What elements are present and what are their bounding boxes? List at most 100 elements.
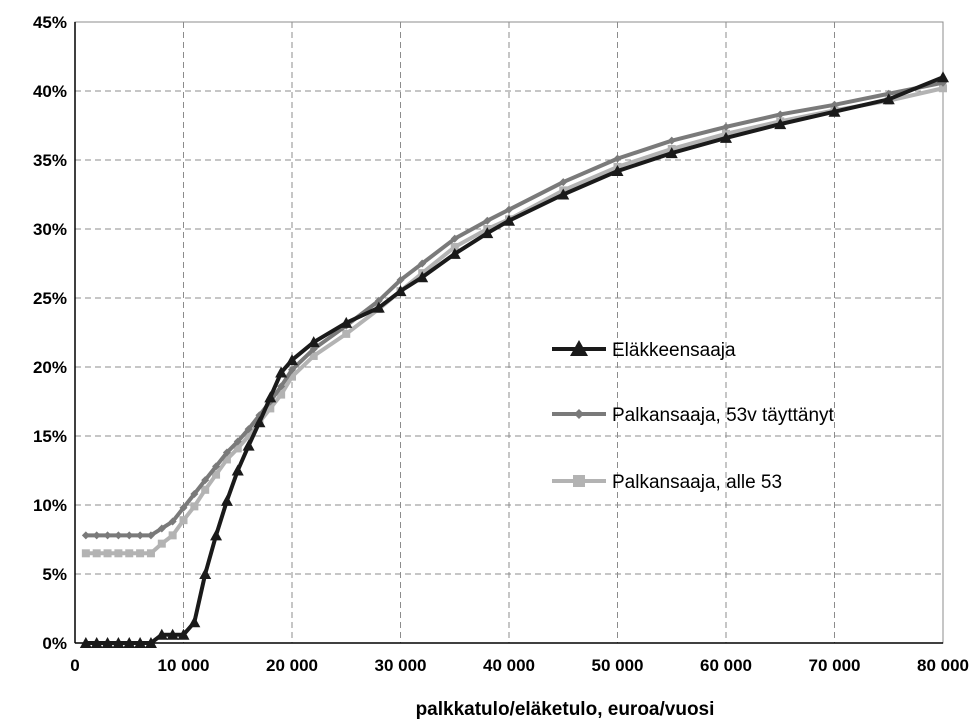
data-point-triangle	[112, 637, 125, 648]
data-point-triangle	[231, 464, 244, 476]
y-tick-label: 30%	[33, 220, 67, 239]
data-point-diamond	[613, 154, 622, 163]
data-point-diamond	[212, 462, 221, 471]
data-point-square	[146, 549, 155, 558]
data-point-triangle	[372, 301, 385, 313]
y-tick-label: 5%	[42, 565, 67, 584]
x-tick-label: 20 000	[266, 656, 318, 675]
x-tick-label: 30 000	[375, 656, 427, 675]
y-tick-label: 20%	[33, 358, 67, 377]
data-point-square	[136, 549, 145, 558]
data-point-triangle	[828, 105, 841, 117]
grid-lines	[75, 22, 943, 643]
data-point-triangle	[720, 131, 732, 143]
data-point-diamond	[667, 136, 676, 145]
data-point-triangle	[611, 165, 624, 177]
x-tick-label: 70 000	[809, 656, 861, 675]
data-point-diamond	[396, 276, 405, 285]
data-point-square	[222, 455, 231, 464]
y-tick-label: 35%	[33, 151, 67, 170]
data-point-diamond	[222, 448, 231, 457]
data-point-triangle	[481, 227, 494, 239]
data-point-triangle	[134, 637, 147, 648]
data-point-square	[266, 404, 275, 413]
data-point-triangle	[90, 637, 103, 648]
data-point-diamond	[288, 365, 296, 374]
data-point-triangle	[253, 416, 266, 428]
x-tick-label: 0	[70, 656, 79, 675]
data-point-diamond	[505, 205, 513, 214]
data-point-diamond	[157, 524, 166, 533]
data-point-square	[81, 549, 90, 558]
data-point-diamond	[190, 489, 199, 498]
data-point-square	[277, 390, 286, 399]
data-point-triangle	[264, 391, 277, 403]
data-point-square	[179, 516, 188, 525]
data-point-triangle	[774, 118, 787, 130]
legend-item: Palkansaaja, 53v täyttänyt	[552, 405, 835, 426]
tick-labels: 0% 5% 10% 15% 20% 25% 30% 35% 40% 45% 0 10 000 20 00…	[33, 13, 969, 675]
data-point-square	[157, 539, 166, 548]
data-point-triangle	[220, 494, 233, 506]
data-point-triangle	[286, 354, 298, 366]
data-point-diamond	[244, 425, 253, 434]
data-point-triangle	[155, 628, 168, 640]
data-point-square	[103, 549, 112, 558]
data-point-triangle	[177, 628, 190, 640]
legend-swatch-marker	[574, 409, 584, 419]
data-point-triangle	[882, 93, 895, 105]
data-point-diamond	[722, 122, 730, 131]
data-point-diamond	[233, 437, 242, 446]
data-point-triangle	[448, 247, 461, 259]
data-point-diamond	[168, 517, 177, 526]
data-point-triangle	[144, 637, 157, 648]
data-point-diamond	[277, 382, 286, 391]
data-point-triangle	[665, 147, 678, 159]
data-point-triangle	[503, 214, 515, 226]
data-point-square	[125, 549, 134, 558]
data-point-diamond	[776, 110, 785, 119]
y-tick-label: 15%	[33, 427, 67, 446]
data-point-diamond	[201, 476, 210, 485]
x-tick-label: 40 000	[483, 656, 535, 675]
data-point-triangle	[416, 271, 429, 283]
legend: Eläkkeensaaja Palkansaaja, 53v täyttänyt P…	[552, 340, 835, 493]
data-point-diamond	[81, 531, 90, 540]
x-axis-title: palkkatulo/eläketulo, euroa/vuosi	[416, 699, 715, 720]
data-point-square	[939, 84, 947, 93]
series-lines	[79, 71, 949, 648]
legend-swatch-marker	[570, 340, 588, 356]
data-point-square	[212, 470, 221, 479]
data-point-diamond	[114, 531, 123, 540]
data-point-diamond	[559, 178, 568, 187]
data-point-diamond	[374, 296, 383, 305]
data-point-diamond	[103, 531, 112, 540]
legend-item: Eläkkeensaaja	[552, 340, 736, 361]
data-point-diamond	[179, 503, 188, 512]
x-tick-label: 60 000	[700, 656, 752, 675]
data-point-diamond	[418, 259, 427, 268]
data-point-square	[309, 351, 318, 360]
data-point-diamond	[483, 216, 492, 225]
legend-label: Eläkkeensaaja	[612, 340, 736, 361]
data-point-square	[168, 531, 177, 540]
y-tick-label: 0%	[42, 634, 67, 653]
data-point-triangle	[340, 316, 353, 328]
data-point-triangle	[101, 637, 114, 648]
data-point-diamond	[830, 100, 839, 109]
data-point-triangle	[166, 628, 179, 640]
data-point-triangle	[210, 529, 223, 541]
data-point-square	[342, 329, 351, 338]
data-point-triangle	[937, 71, 949, 83]
legend-swatch-marker	[573, 475, 585, 487]
y-tick-label: 25%	[33, 289, 67, 308]
data-point-square	[450, 242, 459, 251]
data-point-triangle	[188, 616, 201, 628]
data-point-square	[233, 444, 242, 453]
data-point-triangle	[275, 366, 288, 378]
data-point-square	[201, 485, 210, 494]
data-point-square	[114, 549, 123, 558]
y-tick-label: 10%	[33, 496, 67, 515]
x-tick-label: 50 000	[592, 656, 644, 675]
